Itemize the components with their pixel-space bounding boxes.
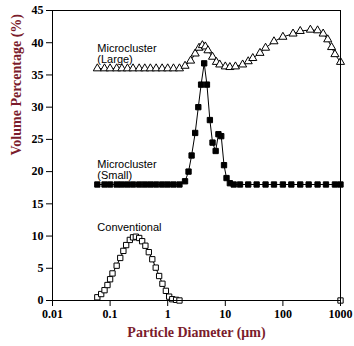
svg-text:Microcluster(Small): Microcluster(Small) <box>97 158 157 181</box>
svg-text:0: 0 <box>38 293 44 307</box>
svg-text:20: 20 <box>32 164 44 178</box>
svg-text:45: 45 <box>32 3 44 17</box>
svg-text:1: 1 <box>165 307 171 321</box>
svg-text:Particle Diameter (μm): Particle Diameter (μm) <box>127 325 266 341</box>
svg-text:40: 40 <box>32 36 44 50</box>
svg-text:0.1: 0.1 <box>103 307 118 321</box>
svg-text:10: 10 <box>219 307 231 321</box>
svg-text:Conventional: Conventional <box>97 221 161 233</box>
svg-text:1000: 1000 <box>329 307 353 321</box>
svg-text:35: 35 <box>32 68 44 82</box>
svg-text:0.01: 0.01 <box>42 307 63 321</box>
svg-text:Microcluster(Large): Microcluster(Large) <box>97 42 157 65</box>
svg-text:5: 5 <box>38 261 44 275</box>
svg-text:100: 100 <box>274 307 292 321</box>
svg-text:30: 30 <box>32 100 44 114</box>
svg-text:25: 25 <box>32 132 44 146</box>
svg-text:Volume Percentage (%): Volume Percentage (%) <box>9 14 25 156</box>
svg-text:10: 10 <box>32 229 44 243</box>
svg-text:15: 15 <box>32 197 44 211</box>
